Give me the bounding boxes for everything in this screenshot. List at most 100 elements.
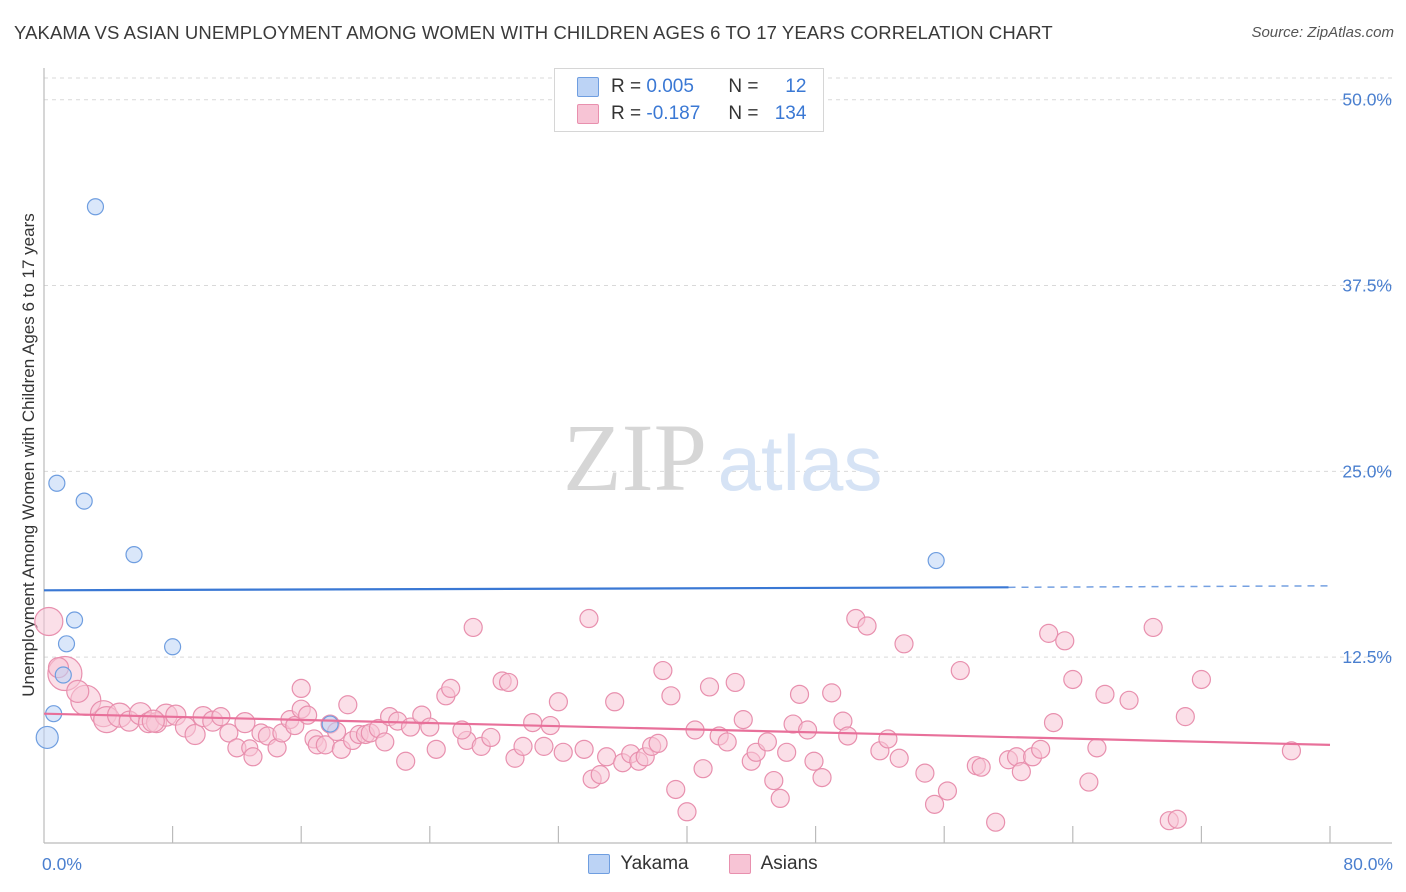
asians-point [1063, 669, 1083, 690]
asians-trend-line [43, 712, 1331, 746]
asians-point [1175, 707, 1195, 727]
asians-point [950, 660, 970, 681]
asians-point [1043, 712, 1064, 733]
asians-point [1119, 690, 1139, 710]
asians-point [513, 736, 533, 756]
asians-point [452, 720, 472, 740]
asians-point [661, 686, 681, 706]
asians-point [1087, 738, 1107, 758]
watermark-zip: ZIP [563, 404, 707, 511]
watermark: ZIP atlas [563, 404, 882, 511]
asians-point [894, 634, 914, 654]
asians-point [1143, 617, 1163, 638]
asians-point [1055, 631, 1075, 651]
asians-point [243, 747, 263, 767]
asians-point [1167, 809, 1187, 829]
legend-n-value-yakama: 12 [785, 76, 807, 97]
asians-point [66, 679, 90, 703]
asians-point [812, 767, 832, 788]
asians-point [648, 733, 668, 754]
yakama-point [54, 666, 72, 684]
asians-point [426, 739, 446, 759]
asians-point [141, 709, 165, 733]
asians-point [699, 677, 720, 697]
watermark-atlas: atlas [718, 419, 883, 507]
asians-point [184, 723, 206, 746]
asians-point [605, 692, 625, 712]
trend-lines [43, 585, 1331, 746]
asians-point [574, 739, 594, 759]
yakama-point [65, 611, 84, 629]
asians-point [1011, 762, 1031, 782]
asians-point [924, 794, 945, 814]
legend-n-label: N = [728, 103, 759, 124]
asians-point [579, 608, 599, 629]
y-tick-label: 12.5% [1342, 647, 1392, 667]
asians-points [34, 606, 1302, 832]
asians-point [986, 812, 1006, 832]
asians-point [677, 802, 697, 822]
asians-point [211, 707, 231, 727]
asians-point [857, 616, 877, 636]
yakama-trend-line [43, 586, 1009, 592]
asians-point [34, 606, 64, 637]
asians-point [717, 732, 737, 752]
asians-point [441, 678, 461, 699]
asians-point [498, 672, 519, 693]
y-tick-label: 25.0% [1342, 461, 1392, 481]
asians-point [733, 710, 753, 730]
legend-r-value-asians: -0.187 [646, 103, 701, 124]
yakama-points [35, 198, 945, 750]
tick-labels: 12.5% 25.0% 37.5% 50.0% 0.0% 80.0% [42, 90, 1393, 874]
yakama-point [927, 551, 945, 570]
yakama-point [75, 492, 93, 510]
legend-r-label: R = [611, 76, 642, 97]
series-label-asians: Asians [760, 853, 818, 874]
x-tick-label: 0.0% [42, 854, 82, 874]
legend-swatch-asians [577, 104, 599, 124]
asians-point [1191, 669, 1212, 690]
x-tick-label: 80.0% [1343, 854, 1393, 874]
asians-point [523, 712, 543, 733]
chart-title: YAKAMA VS ASIAN UNEMPLOYMENT AMONG WOMEN… [14, 22, 1053, 43]
asians-point [375, 732, 395, 752]
asians-point [1031, 739, 1051, 759]
series-legend: Yakama Asians [0, 851, 1406, 877]
asians-point [770, 788, 790, 809]
asians-point [463, 617, 483, 638]
asians-point [757, 732, 777, 752]
asians-point [285, 715, 305, 736]
asians-point [937, 781, 958, 801]
asians-point [838, 726, 858, 746]
series-legend-yakama[interactable]: Yakama [588, 853, 689, 875]
asians-point [971, 757, 991, 777]
asians-point [597, 747, 617, 767]
gridlines [44, 77, 1392, 658]
legend-n-value-asians: 134 [774, 103, 807, 124]
legend-r-value-yakama: 0.005 [646, 76, 694, 97]
legend-r-label: R = [611, 103, 642, 124]
correlation-legend: R = 0.005 N = 12 R = -0.187 N = 134 [554, 68, 824, 132]
asians-point [804, 751, 824, 771]
legend-row-yakama: R = 0.005 N = 12 [577, 75, 806, 99]
series-swatch-yakama [588, 854, 611, 874]
series-label-yakama: Yakama [620, 853, 689, 874]
asians-point [777, 742, 797, 762]
yakama-point [48, 474, 66, 492]
asians-point [1079, 772, 1099, 792]
asians-point [1039, 623, 1059, 643]
yakama-point [125, 546, 143, 564]
asians-point [822, 683, 842, 703]
legend-n-label: N = [728, 76, 759, 97]
asians-point [1281, 741, 1302, 761]
yakama-point [164, 638, 182, 656]
asians-point [666, 779, 686, 800]
asians-point [291, 678, 311, 699]
yakama-trend-extension [1008, 585, 1331, 589]
series-legend-asians[interactable]: Asians [728, 853, 818, 875]
asians-point [764, 770, 784, 791]
asians-point [420, 717, 440, 737]
legend-row-asians: R = -0.187 N = 134 [577, 102, 806, 126]
asians-point [553, 742, 573, 762]
